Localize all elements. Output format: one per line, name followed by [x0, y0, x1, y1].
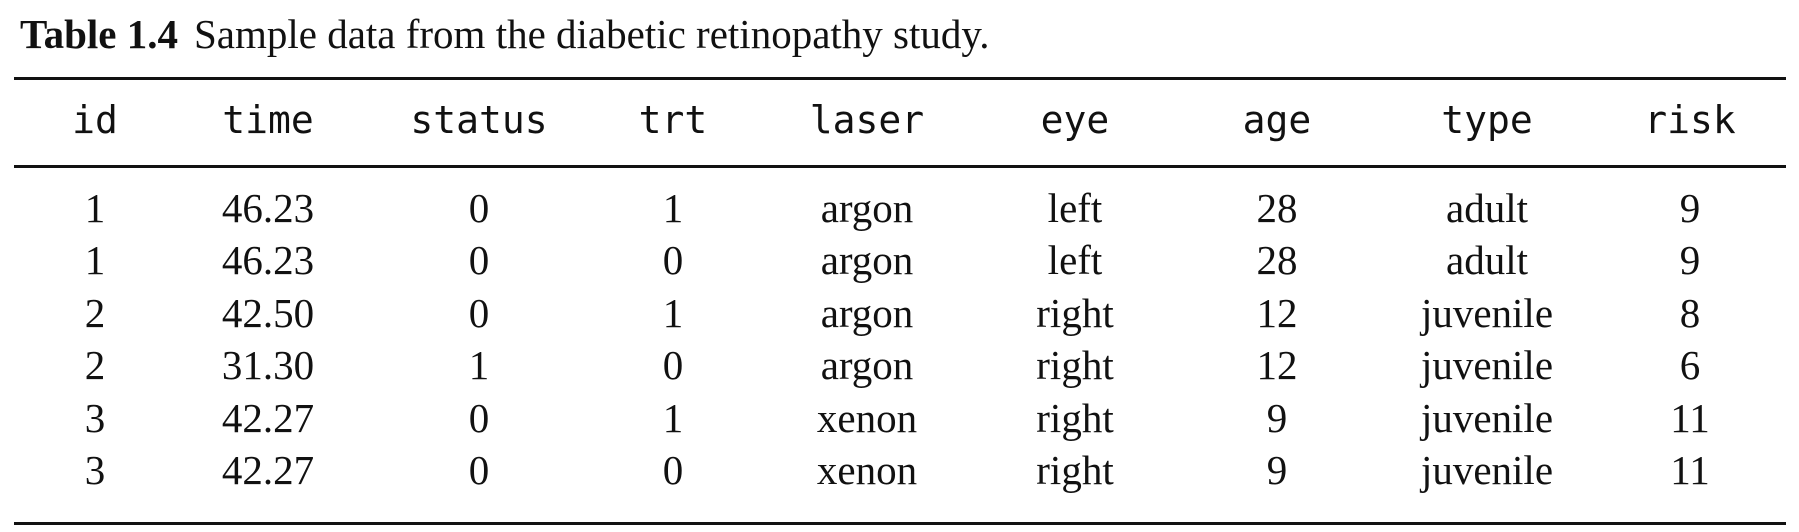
table-cell: juvenile [1420, 342, 1554, 388]
table-cell: right [1036, 447, 1114, 493]
table-cell: 11 [1670, 447, 1710, 493]
table-cell: adult [1446, 185, 1528, 231]
table-cell: 2 [84, 290, 106, 336]
table-cell: 28 [1256, 185, 1298, 231]
table-cell: 0 [468, 447, 490, 493]
column-header-type: type [1441, 98, 1533, 142]
table-cell: 12 [1256, 342, 1298, 388]
table-cell: 9 [1679, 237, 1701, 283]
table-cell: 1 [662, 395, 684, 441]
table-cell: 1 [468, 342, 490, 388]
table-cell: 42.27 [221, 447, 315, 493]
table-label: Table 1.4 [20, 11, 178, 57]
table-cell: juvenile [1420, 290, 1554, 336]
table-row: 3 42.27 0 1 xenon right 9 juvenile 11 [14, 392, 1786, 444]
column-header-eye: eye [1040, 98, 1110, 142]
table-cell: juvenile [1420, 447, 1554, 493]
table-cell: 9 [1266, 395, 1288, 441]
table-cell: argon [820, 237, 914, 283]
table-cell: 1 [84, 185, 106, 231]
table-cell: left [1047, 185, 1103, 231]
table-cell: 9 [1679, 185, 1701, 231]
table-row: 1 46.23 0 1 argon left 28 adult 9 [14, 182, 1786, 234]
table-caption: Table 1.4 Sample data from the diabetic r… [20, 6, 989, 62]
table-cell: 0 [662, 237, 684, 283]
table-cell: argon [820, 342, 914, 388]
table-cell: right [1036, 290, 1114, 336]
table-cell: 46.23 [221, 185, 315, 231]
table-cell: 0 [468, 237, 490, 283]
table-bottom-rule [14, 522, 1786, 525]
table-header-rule [14, 165, 1786, 168]
table-cell: adult [1446, 237, 1528, 283]
table-cell: 8 [1679, 290, 1701, 336]
table-row: 2 42.50 0 1 argon right 12 juvenile 8 [14, 287, 1786, 339]
table-cell: right [1036, 395, 1114, 441]
table-cell: 42.27 [221, 395, 315, 441]
table-top-rule [14, 77, 1786, 80]
table-cell: argon [820, 290, 914, 336]
table-cell: 1 [84, 237, 106, 283]
table-cell: 0 [662, 447, 684, 493]
table-cell: 0 [468, 290, 490, 336]
column-header-status: status [410, 98, 548, 142]
table-row: 1 46.23 0 0 argon left 28 adult 9 [14, 234, 1786, 286]
column-header-trt: trt [638, 98, 708, 142]
caption-text: Sample data from the diabetic retinopath… [193, 11, 990, 57]
table-cell: 6 [1679, 342, 1701, 388]
table-cell: xenon [816, 395, 918, 441]
table-cell: 31.30 [221, 342, 315, 388]
column-header-time: time [222, 98, 314, 142]
table-cell: right [1036, 342, 1114, 388]
table-cell: 1 [662, 185, 684, 231]
table-cell: 12 [1256, 290, 1298, 336]
table-cell: 46.23 [221, 237, 315, 283]
table-cell: 3 [84, 395, 106, 441]
table-cell: xenon [816, 447, 918, 493]
table-cell: 3 [84, 447, 106, 493]
table-cell: juvenile [1420, 395, 1554, 441]
column-header-id: id [72, 98, 118, 142]
table-cell: 28 [1256, 237, 1298, 283]
column-header-laser: laser [809, 98, 925, 142]
table-cell: 0 [468, 185, 490, 231]
table-cell: 42.50 [221, 290, 315, 336]
table-cell: 0 [468, 395, 490, 441]
table-cell: left [1047, 237, 1103, 283]
table-header-row: id time status trt laser eye age type ri… [14, 94, 1786, 146]
table-row: 3 42.27 0 0 xenon right 9 juvenile 11 [14, 444, 1786, 496]
table-cell: 1 [662, 290, 684, 336]
table-cell: 11 [1670, 395, 1710, 441]
table-cell: 2 [84, 342, 106, 388]
table-row: 2 31.30 1 0 argon right 12 juvenile 6 [14, 339, 1786, 391]
table-cell: 9 [1266, 447, 1288, 493]
table-cell: argon [820, 185, 914, 231]
table-cell: 0 [662, 342, 684, 388]
column-header-age: age [1242, 98, 1312, 142]
column-header-risk: risk [1644, 98, 1736, 142]
